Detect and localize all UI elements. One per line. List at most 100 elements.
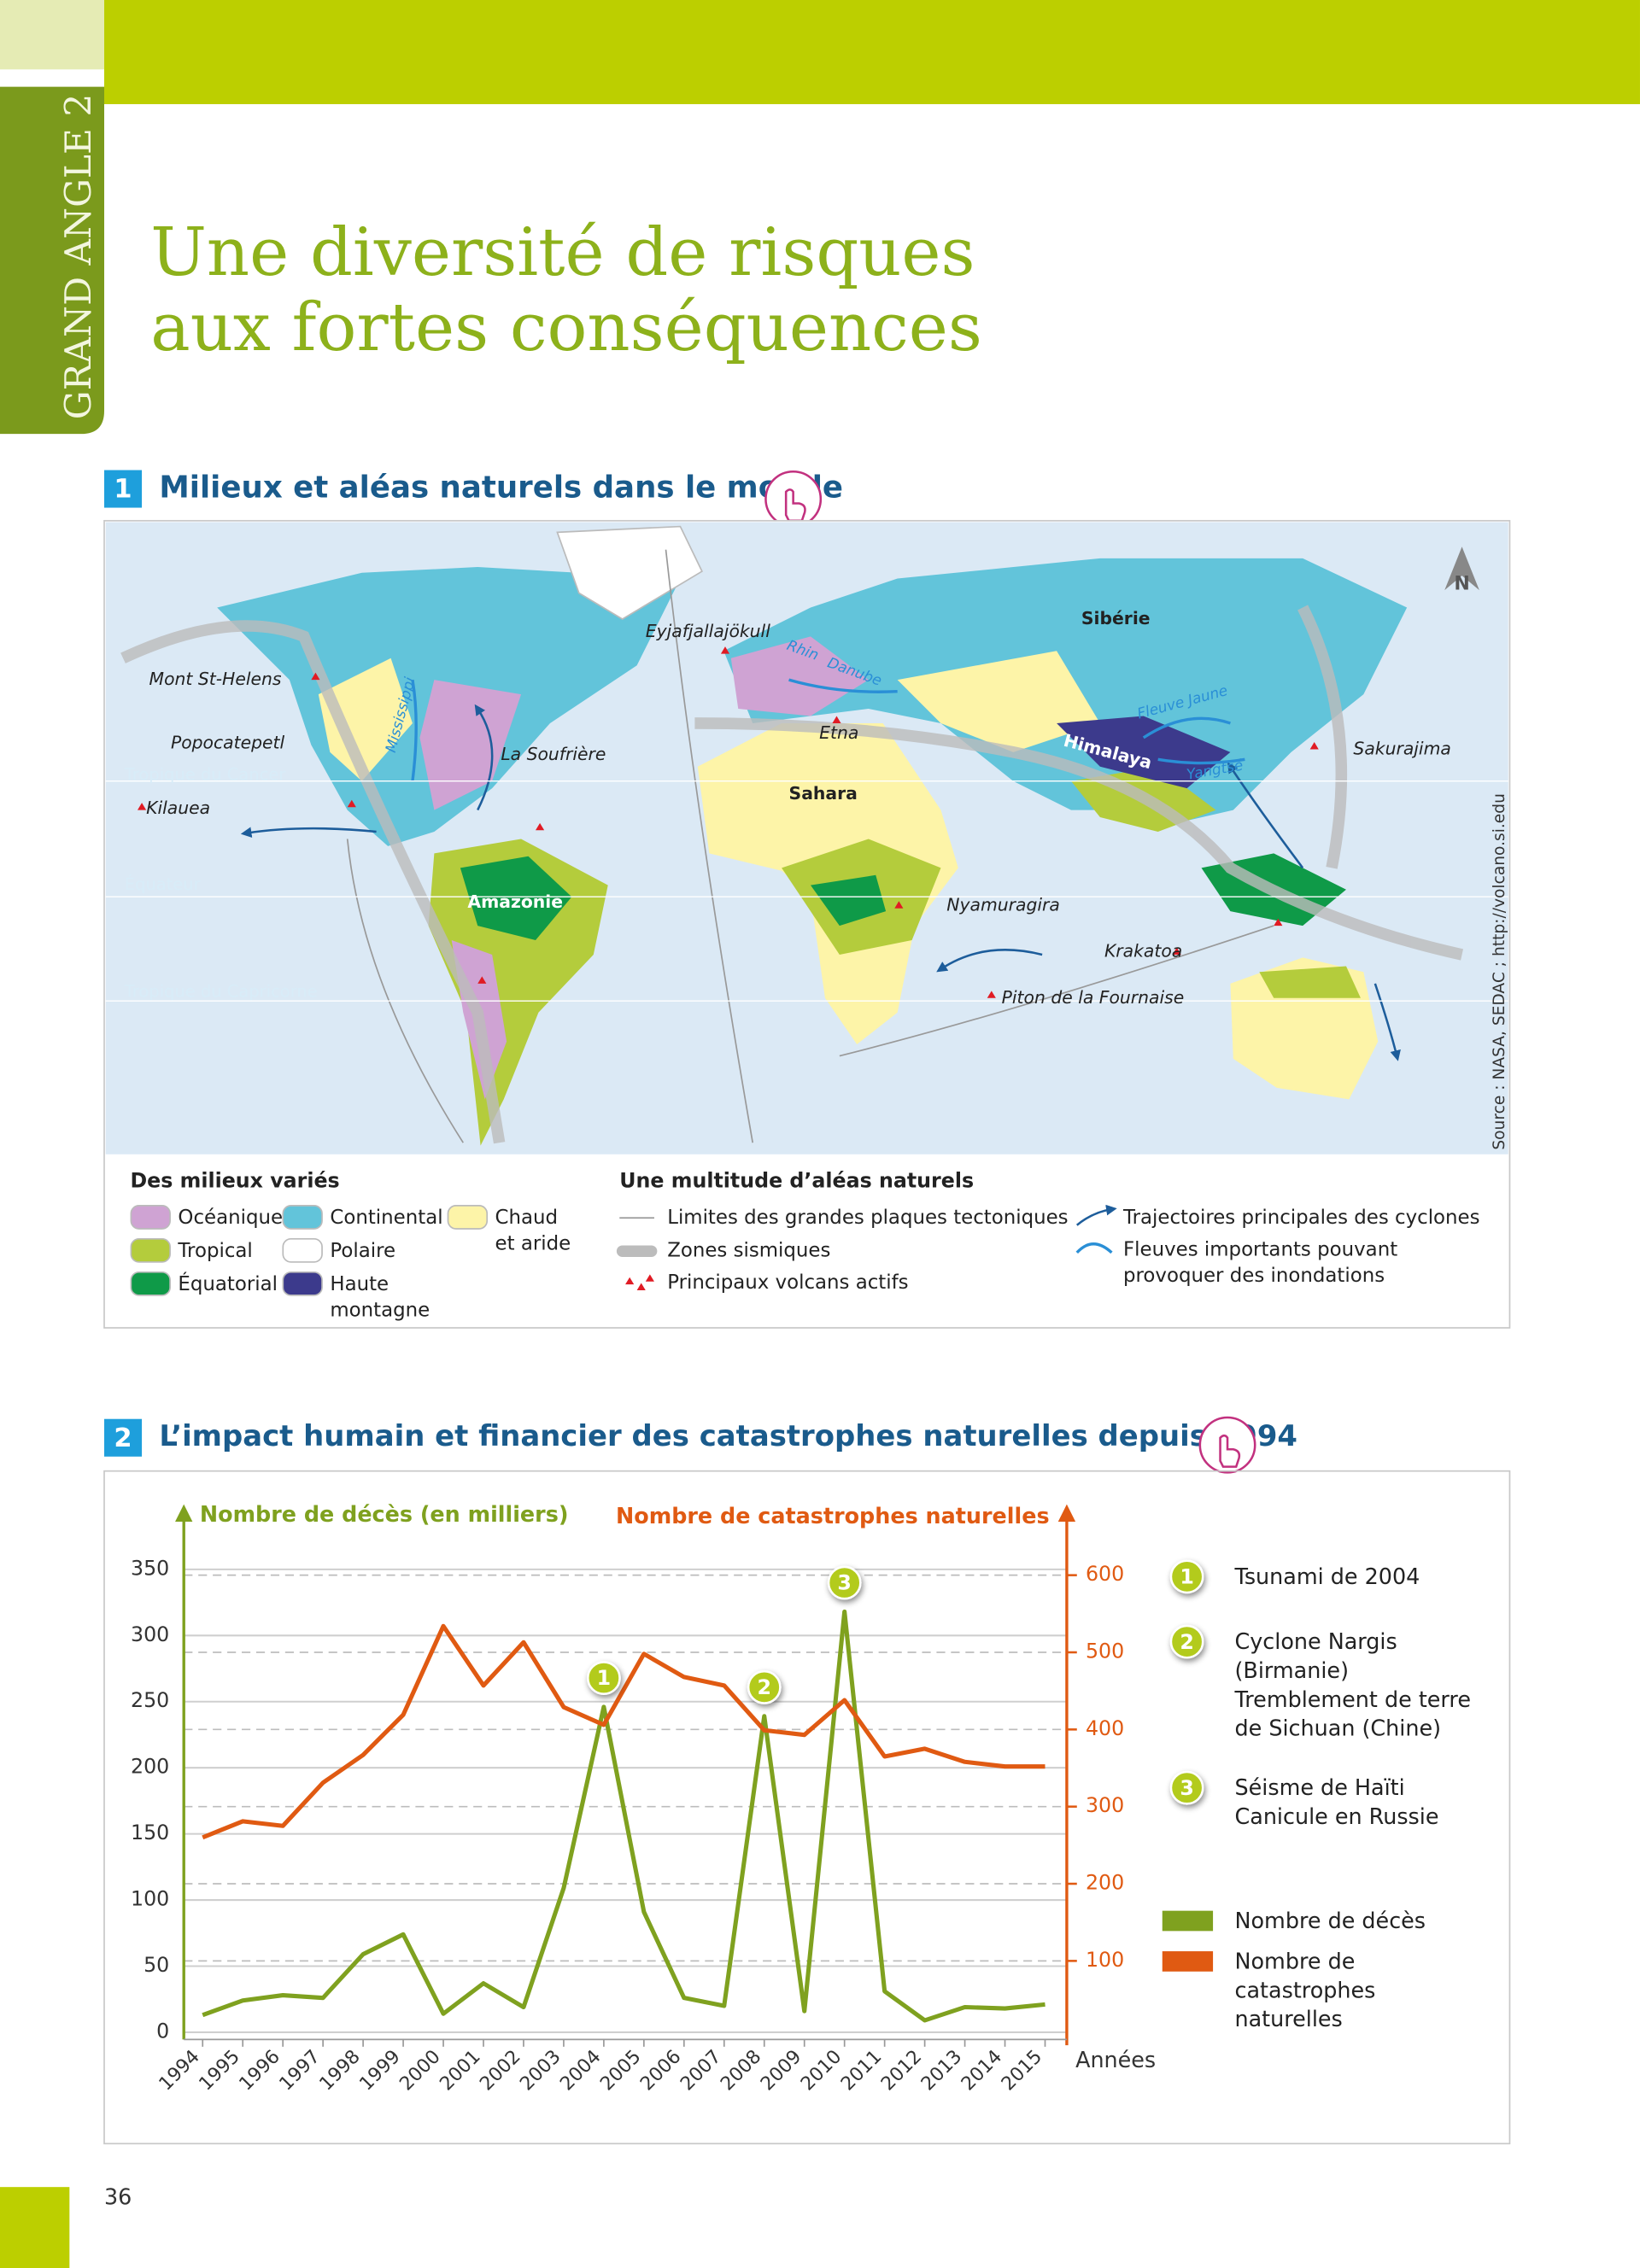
section-number: 2 <box>114 1423 132 1453</box>
cyclones <box>240 704 1401 1061</box>
tab-label: GRAND ANGLE 2 <box>57 94 99 420</box>
annotation-text: Séisme de Haïti Canicule en Russie <box>1234 1774 1488 1832</box>
river <box>1157 757 1245 765</box>
y-tick-label: 350 <box>131 1556 169 1580</box>
y-tick-label: 250 <box>131 1688 169 1712</box>
series-line <box>202 1609 1046 2023</box>
legend-swatch <box>1162 1951 1214 1972</box>
cyclone <box>1227 762 1304 869</box>
north-label: N <box>1454 573 1469 594</box>
y2-axis-arrow <box>1057 1504 1076 1522</box>
map-lines: Tropique du Cancer Équateur Tropique du … <box>105 764 1508 1002</box>
x-tick-label: 1997 <box>276 2046 325 2095</box>
legend-title: Des milieux variés <box>131 1168 340 1192</box>
x-tick-label: 1994 <box>155 2046 204 2095</box>
x-tick-label: 2005 <box>596 2046 645 2095</box>
plate-limit <box>346 839 464 1143</box>
plate-limit <box>665 549 754 1143</box>
x-tick-label: 2004 <box>556 2046 605 2095</box>
x-tick-label: 2001 <box>436 2046 484 2095</box>
continents <box>217 525 1408 1146</box>
y2-tick-label: 100 <box>1086 1948 1124 1972</box>
x-tick-label: 2007 <box>676 2046 725 2095</box>
legend-title: Une multitude d’aléas naturels <box>619 1168 974 1192</box>
y-tick-label: 150 <box>131 1821 169 1844</box>
x-tick-label: 2006 <box>636 2046 685 2095</box>
y2-tick-label: 400 <box>1086 1716 1124 1740</box>
legend-label: Limites des grandes plaques tectoniques <box>667 1207 1068 1229</box>
y2-axis-title: Nombre de catastrophes naturelles <box>616 1503 1050 1529</box>
y-axis-title: Nombre de décès (en milliers) <box>200 1501 569 1527</box>
river-symbol <box>1075 1242 1113 1254</box>
aleas-symbols <box>616 1204 1117 1290</box>
seismic-zone <box>120 620 506 1144</box>
interactive-icon[interactable] <box>764 470 823 528</box>
place-label: La Soufrière <box>501 744 606 764</box>
region-label: Amazonie <box>467 891 563 912</box>
x-tick-label: 2008 <box>717 2046 765 2095</box>
y2-tick-label: 200 <box>1086 1871 1124 1895</box>
legend-swatch <box>130 1271 171 1296</box>
asia-arid <box>897 651 1100 752</box>
annotation-marker: 2 <box>747 1670 782 1704</box>
y-tick-label: 200 <box>131 1755 169 1779</box>
marker-circle <box>827 1565 862 1600</box>
legend-marker <box>1169 1559 1204 1594</box>
section-title: L’impact humain et financier des catastr… <box>159 1419 1297 1453</box>
x-tick-label: 1998 <box>316 2046 365 2095</box>
y-tick-label: 300 <box>131 1622 169 1646</box>
page-title: aux fortes conséquences <box>150 289 982 366</box>
river <box>411 679 418 781</box>
annotation-event: Tsunami de 2004 <box>1234 1564 1420 1590</box>
legend-marker-label: 2 <box>1180 1630 1194 1654</box>
legend-swatch <box>130 1205 171 1230</box>
legend-marker-label: 1 <box>1180 1565 1194 1589</box>
cyclone <box>936 949 1043 973</box>
footer-block <box>0 2187 70 2268</box>
legend-marker <box>1169 1770 1204 1805</box>
x-tick-label: 2011 <box>837 2046 886 2095</box>
north-arrow: N <box>1444 547 1479 594</box>
page-title: Une diversité de risques <box>150 214 975 291</box>
south-america <box>428 839 608 1146</box>
plate-limit <box>839 925 1274 1057</box>
map-places: Mont St-Helens Popocatepetl Kilauea La S… <box>146 621 1451 1008</box>
x-axis-title: Années <box>1075 2047 1156 2072</box>
na-oceanic <box>419 680 522 810</box>
legend-label: Équatorial <box>178 1272 278 1296</box>
annotation-marker: 1 <box>586 1661 621 1695</box>
legend-swatch <box>282 1205 323 1230</box>
legend-label: Trajectoires principales des cyclones <box>1122 1207 1480 1229</box>
x-tick-label: 2009 <box>757 2046 805 2095</box>
x-tick-label: 2014 <box>958 2046 1006 2095</box>
legend-label: Nombre de catastrophes naturelles <box>1234 1948 1376 2032</box>
legend-swatch <box>1162 1910 1214 1932</box>
cyclone <box>1374 983 1401 1061</box>
cyclone-symbol <box>1075 1204 1117 1226</box>
river <box>788 678 898 693</box>
x-tick-label: 2000 <box>395 2046 444 2095</box>
legend-label: Nombre de décès <box>1234 1908 1426 1934</box>
latitude-label: Tropique du Capricorne <box>124 982 318 1002</box>
legend-label: Océanique <box>178 1206 284 1230</box>
cyclone <box>240 827 377 839</box>
x-tick-label: 1996 <box>236 2046 284 2095</box>
marker-circle <box>747 1670 782 1704</box>
interactive-icon[interactable] <box>1198 1416 1256 1474</box>
y-tick-label: 50 <box>144 1953 169 1977</box>
x-tick-label: 2013 <box>917 2046 966 2095</box>
seismic-zones <box>120 605 1464 1144</box>
place-label: Kilauea <box>146 798 210 818</box>
legend-label: Chaud et aride <box>495 1206 571 1256</box>
chart: 0 50 100 150 200 250 300 350 100 200 300 400 500 600 N… <box>131 1501 1204 2095</box>
y-axis-arrow <box>175 1504 193 1522</box>
annotation-marker: 3 <box>827 1565 862 1600</box>
legend-label: Tropical <box>178 1239 253 1263</box>
legend-label: Principaux volcans actifs <box>667 1271 908 1294</box>
legend-swatch <box>282 1271 323 1296</box>
seismic-zone <box>694 717 1464 961</box>
legend-marker <box>1169 1624 1204 1659</box>
place-label: Popocatepetl <box>171 733 285 753</box>
place-label: Nyamuragira <box>946 894 1060 915</box>
